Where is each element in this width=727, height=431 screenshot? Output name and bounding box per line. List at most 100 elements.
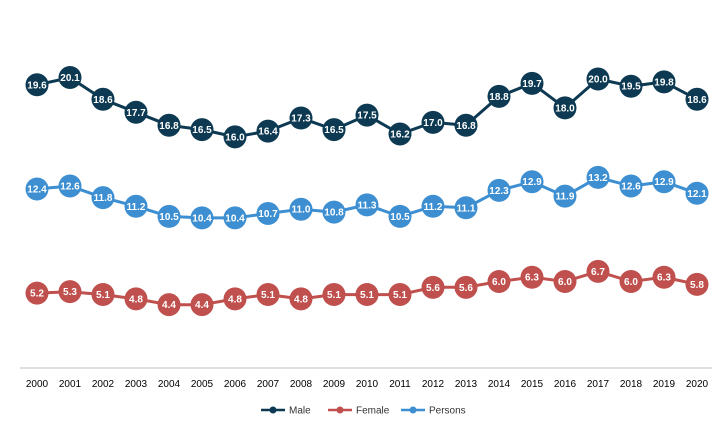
data-label-male: 19.7	[522, 79, 542, 90]
data-point-persons	[223, 206, 247, 230]
data-label-female: 4.8	[294, 294, 308, 305]
x-tick-label: 2010	[356, 379, 379, 390]
data-point-persons	[25, 177, 49, 201]
data-label-female: 6.3	[657, 273, 671, 284]
data-point-male	[289, 106, 313, 130]
data-label-persons: 11.2	[424, 202, 443, 213]
data-point-male	[223, 125, 247, 149]
x-tick-label: 2005	[191, 379, 214, 390]
data-label-female: 4.4	[162, 300, 176, 311]
data-label-male: 17.0	[423, 118, 443, 129]
data-label-female: 5.8	[690, 280, 704, 291]
legend-label-persons: Persons	[429, 406, 466, 417]
data-label-male: 20.1	[60, 73, 80, 84]
x-tick-label: 2013	[455, 379, 478, 390]
data-point-male	[586, 67, 610, 91]
data-point-female	[454, 275, 478, 299]
data-point-male	[652, 70, 676, 94]
data-point-female	[91, 283, 115, 307]
data-point-persons	[124, 194, 148, 218]
data-point-male	[388, 122, 412, 146]
x-tick-label: 2015	[521, 379, 544, 390]
data-label-male: 18.0	[555, 103, 575, 114]
data-label-persons: 10.4	[225, 213, 245, 224]
data-point-female	[256, 283, 280, 307]
data-label-persons: 12.3	[489, 186, 509, 197]
data-point-male	[685, 87, 709, 111]
data-label-male: 18.6	[93, 95, 113, 106]
series-persons: 12.4 12.6 11.8 11.2 10.5 10.4 10.4 10.7 11.0 10.8…	[25, 165, 709, 230]
x-tick-labels: 2000 2001 2002 2003 2004 2005 2006 2007 2008 2009…	[26, 379, 709, 390]
data-label-male: 17.7	[126, 108, 146, 119]
x-tick-label: 2016	[554, 379, 577, 390]
data-label-male: 19.8	[654, 77, 674, 88]
data-point-female	[520, 265, 544, 289]
data-point-male	[355, 103, 379, 127]
data-label-female: 6.3	[525, 273, 539, 284]
data-point-persons	[652, 170, 676, 194]
data-point-persons	[388, 204, 412, 228]
data-point-female	[25, 281, 49, 305]
data-label-female: 6.0	[558, 277, 572, 288]
data-point-persons	[454, 196, 478, 220]
x-tick-label: 2011	[389, 379, 411, 390]
data-point-male	[421, 110, 445, 134]
data-label-male: 16.2	[390, 129, 410, 140]
data-label-persons: 13.2	[588, 173, 608, 184]
data-point-female	[289, 287, 313, 311]
data-label-male: 20.0	[588, 75, 608, 86]
series-female: 5.2 5.3 5.1 4.8 4.4 4.4 4.8 5.1 4.8 5.1 5.1 5.1 5.6 5…	[25, 259, 709, 317]
data-label-male: 16.5	[192, 125, 212, 136]
data-point-persons	[685, 181, 709, 205]
data-label-male: 19.5	[621, 82, 641, 93]
data-point-female	[586, 259, 610, 283]
data-label-male: 18.8	[489, 92, 509, 103]
data-label-female: 5.1	[393, 290, 407, 301]
data-point-male	[25, 73, 49, 97]
data-point-female	[619, 270, 643, 294]
data-point-male	[91, 87, 115, 111]
data-label-female: 4.8	[228, 294, 242, 305]
data-label-male: 18.6	[687, 95, 707, 106]
data-point-male	[454, 113, 478, 137]
series-male: 19.6 20.1 18.6 17.7 16.8 16.5 16.0 16.4 17.3 16.5…	[25, 66, 709, 149]
data-label-persons: 10.5	[390, 212, 410, 223]
data-point-male	[322, 118, 346, 142]
data-label-male: 16.0	[225, 132, 245, 143]
data-point-female	[421, 275, 445, 299]
data-point-persons	[157, 204, 181, 228]
data-label-persons: 10.8	[324, 208, 344, 219]
data-point-male	[58, 66, 82, 90]
data-label-male: 17.3	[291, 114, 311, 125]
data-label-female: 4.4	[195, 300, 209, 311]
x-tick-label: 2004	[158, 379, 181, 390]
data-label-male: 16.8	[456, 121, 476, 132]
data-label-persons: 11.0	[292, 205, 311, 216]
data-point-persons	[355, 193, 379, 217]
data-point-persons	[619, 174, 643, 198]
data-point-female	[388, 283, 412, 307]
legend-label-female: Female	[356, 406, 390, 417]
data-label-persons: 11.3	[358, 200, 377, 211]
legend-marker-male	[269, 406, 277, 414]
series-layer: 19.6 20.1 18.6 17.7 16.8 16.5 16.0 16.4 17.3 16.5…	[25, 66, 709, 317]
x-tick-label: 2001	[59, 379, 82, 390]
data-label-persons: 11.9	[556, 192, 575, 203]
x-tick-label: 2019	[653, 379, 676, 390]
data-label-persons: 12.9	[654, 177, 674, 188]
data-label-male: 17.5	[357, 111, 377, 122]
data-point-persons	[520, 170, 544, 194]
data-label-persons: 12.6	[621, 182, 641, 193]
data-point-female	[157, 293, 181, 317]
legend-marker-female	[336, 406, 344, 414]
x-tick-label: 2003	[125, 379, 148, 390]
x-tick-label: 2007	[257, 379, 280, 390]
x-tick-label: 2002	[92, 379, 115, 390]
data-label-male: 19.6	[27, 80, 47, 91]
data-point-male	[553, 96, 577, 120]
x-tick-label: 2006	[224, 379, 247, 390]
x-tick-label: 2008	[290, 379, 313, 390]
data-point-female	[685, 272, 709, 296]
data-point-male	[256, 119, 280, 143]
